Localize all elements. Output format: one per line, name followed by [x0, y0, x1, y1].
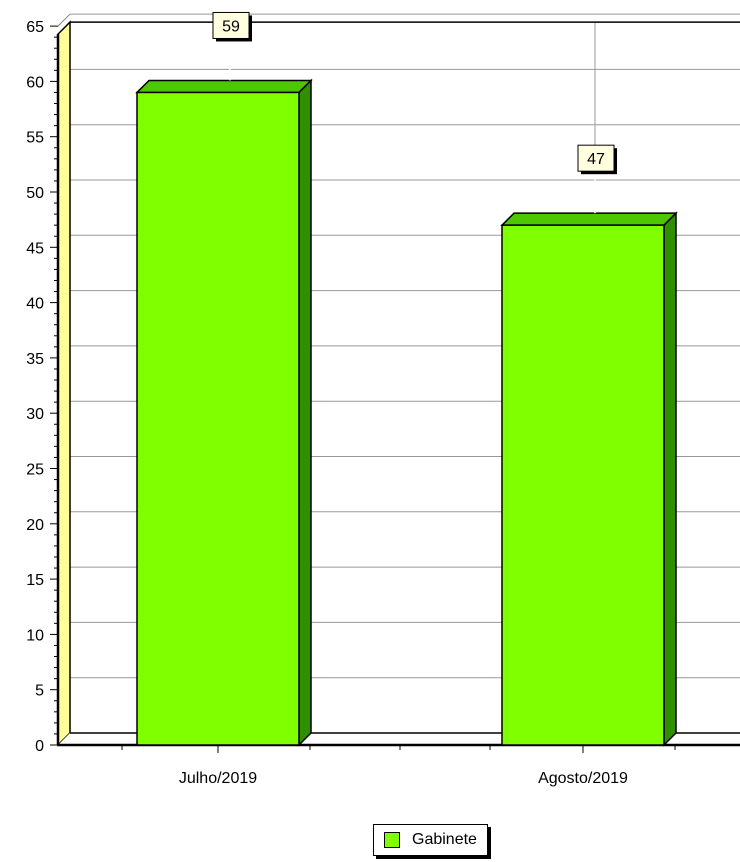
data-label-value: 47 [587, 151, 605, 168]
bars [135, 78, 678, 747]
bar [136, 91, 300, 746]
data-label: 47 [577, 144, 617, 175]
grid-diagonal [57, 13, 71, 27]
y-tick-label: 10 [26, 627, 44, 644]
bar-top [500, 212, 678, 226]
bar-side [663, 211, 677, 747]
y-tick-label: 55 [26, 130, 44, 147]
y-tick-label: 20 [26, 517, 44, 534]
data-label-box [577, 144, 615, 172]
y-tick-label: 30 [26, 406, 44, 423]
y-tick-label: 25 [26, 462, 44, 479]
y-tick-label: 0 [35, 738, 44, 755]
legend: Gabinete [373, 824, 488, 856]
y-tick-label: 40 [26, 296, 44, 313]
y-tick-label: 5 [35, 683, 44, 700]
data-label-box [212, 11, 250, 39]
y-tick-label: 15 [26, 572, 44, 589]
data-labels: 59 47 [212, 11, 617, 214]
y-tick-label: 45 [26, 240, 44, 257]
y-tick-label: 60 [26, 74, 44, 91]
bar-julho-2019 [135, 78, 313, 747]
bar [501, 224, 665, 746]
data-label: 59 [212, 11, 252, 42]
bar-agosto-2019 [500, 211, 678, 747]
data-label-value: 59 [222, 18, 240, 35]
y-tick-label: 35 [26, 351, 44, 368]
x-tick-label: Julho/2019 [179, 770, 257, 787]
x-tick-label: Agosto/2019 [538, 770, 628, 787]
legend-swatch [384, 832, 400, 848]
left-wall [57, 20, 71, 747]
y-tick-label: 65 [26, 19, 44, 36]
bar-side [298, 78, 312, 747]
y-tick-label: 50 [26, 185, 44, 202]
wall-panel [57, 20, 71, 747]
bar-top [135, 79, 313, 94]
legend-label: Gabinete [412, 831, 477, 848]
